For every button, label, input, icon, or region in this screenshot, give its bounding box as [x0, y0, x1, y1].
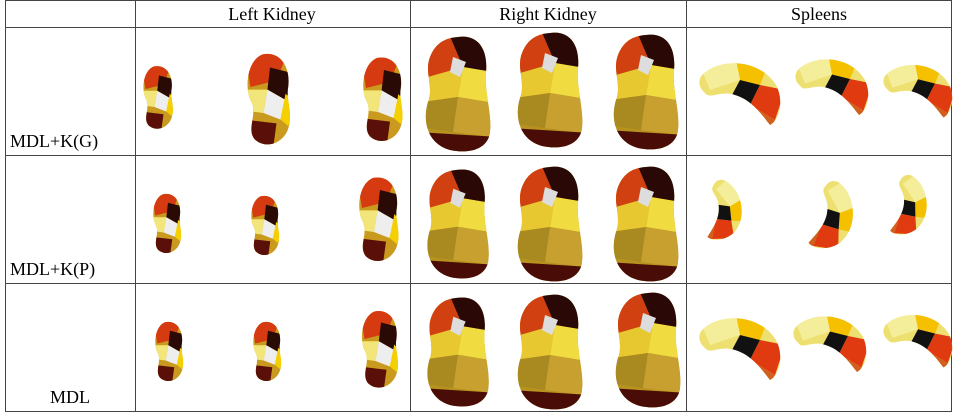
row-label: MDL — [50, 387, 90, 407]
column-header: Left Kidney — [228, 4, 315, 24]
renderings — [137, 28, 956, 414]
column-header: Spleens — [791, 4, 847, 24]
row-label: MDL+K(P) — [10, 259, 95, 280]
column-header: Right Kidney — [499, 4, 597, 24]
row-label: MDL+K(G) — [10, 131, 98, 152]
